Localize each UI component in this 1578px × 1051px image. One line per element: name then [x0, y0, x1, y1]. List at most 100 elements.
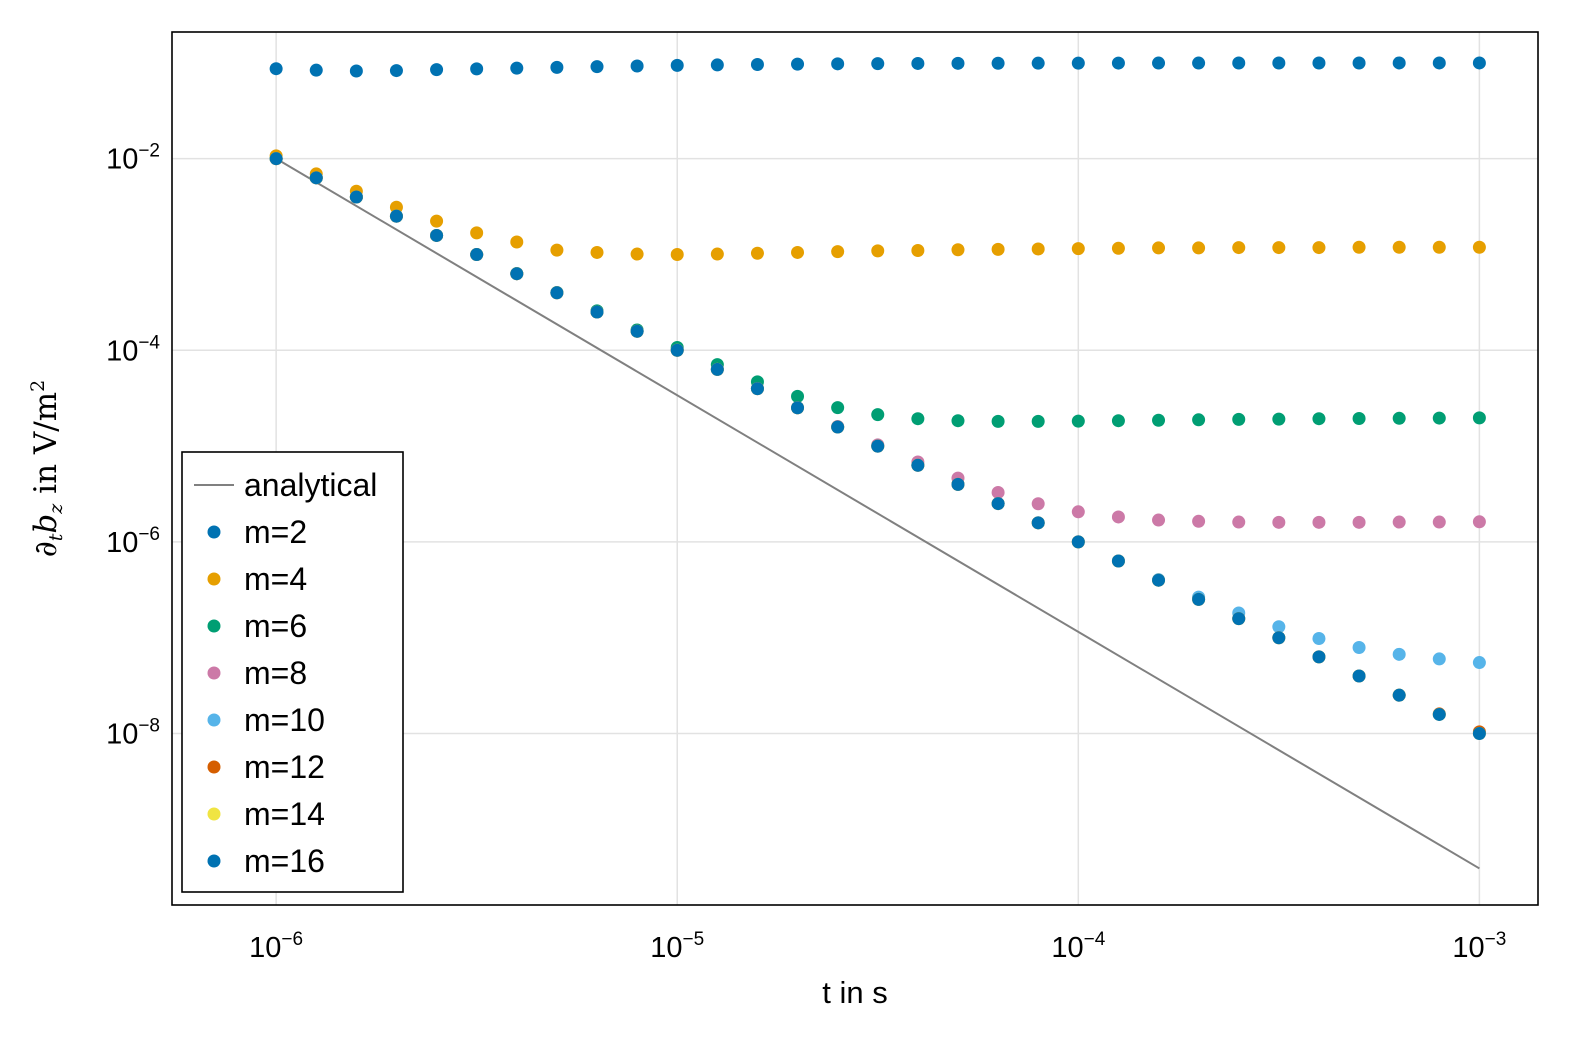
- data-point: [710, 58, 724, 72]
- data-point: [1071, 56, 1085, 70]
- data-point: [1232, 612, 1246, 626]
- data-point: [791, 389, 805, 403]
- series-m-2: [269, 56, 1486, 78]
- data-point: [1312, 515, 1326, 529]
- y-axis-title-partial: ∂: [28, 541, 64, 557]
- data-point: [389, 200, 403, 214]
- data-point: [991, 414, 1005, 428]
- x-tick-exponent: −5: [683, 929, 705, 950]
- y-tick-exponent: −2: [138, 141, 160, 162]
- data-point: [871, 57, 885, 71]
- legend-dot-swatch: [207, 666, 221, 680]
- data-point: [470, 62, 484, 76]
- legend-dot-swatch: [207, 807, 221, 821]
- data-point: [430, 228, 444, 242]
- data-point: [1152, 56, 1166, 70]
- x-tick-base: 10: [249, 932, 281, 964]
- data-point: [1071, 535, 1085, 549]
- data-point: [951, 414, 965, 428]
- data-point: [951, 477, 965, 491]
- data-point: [269, 62, 283, 76]
- data-point: [831, 401, 845, 415]
- data-point: [510, 235, 524, 249]
- y-axis-title-unit: in V/m: [28, 392, 64, 504]
- data-point: [1152, 413, 1166, 427]
- data-point: [911, 244, 925, 258]
- legend-dot-swatch: [207, 760, 221, 774]
- data-point: [1272, 631, 1286, 645]
- data-point: [309, 171, 323, 185]
- data-point: [1392, 411, 1406, 425]
- grid-lines: [172, 32, 1538, 905]
- legend-label: m=4: [244, 561, 307, 597]
- data-point: [1472, 726, 1486, 740]
- data-point: [1392, 240, 1406, 254]
- data-point: [550, 60, 564, 74]
- data-point: [1071, 242, 1085, 256]
- x-tick-exponent: −6: [281, 929, 303, 950]
- data-point: [1152, 513, 1166, 527]
- data-point: [1352, 240, 1366, 254]
- data-point: [1031, 497, 1045, 511]
- data-point: [831, 245, 845, 259]
- legend-label: m=14: [244, 796, 325, 832]
- data-point: [430, 63, 444, 77]
- x-tick-base: 10: [1452, 932, 1484, 964]
- data-point: [670, 58, 684, 72]
- legend-label: m=12: [244, 749, 325, 785]
- legend-dot-swatch: [207, 572, 221, 586]
- data-point: [389, 209, 403, 223]
- x-tick-base: 10: [650, 932, 682, 964]
- data-point: [871, 408, 885, 422]
- data-point: [710, 362, 724, 376]
- legend-label: m=8: [244, 655, 307, 691]
- data-point: [750, 382, 764, 396]
- data-point: [349, 64, 363, 78]
- data-point: [1031, 516, 1045, 530]
- data-point: [470, 226, 484, 240]
- data-point: [911, 458, 925, 472]
- y-axis-title-unit-exp: 2: [27, 380, 49, 392]
- y-tick-base: 10: [106, 527, 138, 559]
- legend-dot-swatch: [207, 525, 221, 539]
- data-point: [1031, 414, 1045, 428]
- data-point: [510, 61, 524, 75]
- data-point: [590, 245, 604, 259]
- plot-frame: [171, 31, 1539, 906]
- data-point: [1232, 412, 1246, 426]
- data-point: [750, 246, 764, 260]
- data-point: [1392, 688, 1406, 702]
- data-point: [1352, 411, 1366, 425]
- data-point: [991, 485, 1005, 499]
- data-point: [1272, 515, 1286, 529]
- data-point: [1472, 240, 1486, 254]
- data-point: [1111, 554, 1125, 568]
- data-point: [1312, 632, 1326, 646]
- y-axis-title-sub-t: t: [45, 533, 67, 541]
- data-point: [1432, 707, 1446, 721]
- data-point: [991, 56, 1005, 70]
- data-point: [1312, 650, 1326, 664]
- legend-label: m=6: [244, 608, 307, 644]
- legend-dot-swatch: [207, 713, 221, 727]
- legend-dot-swatch: [207, 619, 221, 633]
- x-tick-label: 10−5: [650, 929, 704, 964]
- data-point: [1472, 515, 1486, 529]
- data-point: [1031, 242, 1045, 256]
- legend-label: analytical: [244, 467, 377, 503]
- data-point: [951, 243, 965, 257]
- data-point: [1392, 515, 1406, 529]
- x-axis-title: t in s: [822, 975, 887, 1010]
- y-tick-base: 10: [106, 718, 138, 750]
- analytical-line: [275, 157, 1480, 870]
- data-point: [791, 401, 805, 415]
- data-point: [791, 57, 805, 71]
- data-point: [1192, 592, 1206, 606]
- data-point: [510, 267, 524, 281]
- x-tick-label: 10−6: [249, 929, 303, 964]
- data-point: [1272, 56, 1286, 70]
- data-point: [1111, 56, 1125, 70]
- data-point: [1192, 413, 1206, 427]
- data-point: [1111, 510, 1125, 524]
